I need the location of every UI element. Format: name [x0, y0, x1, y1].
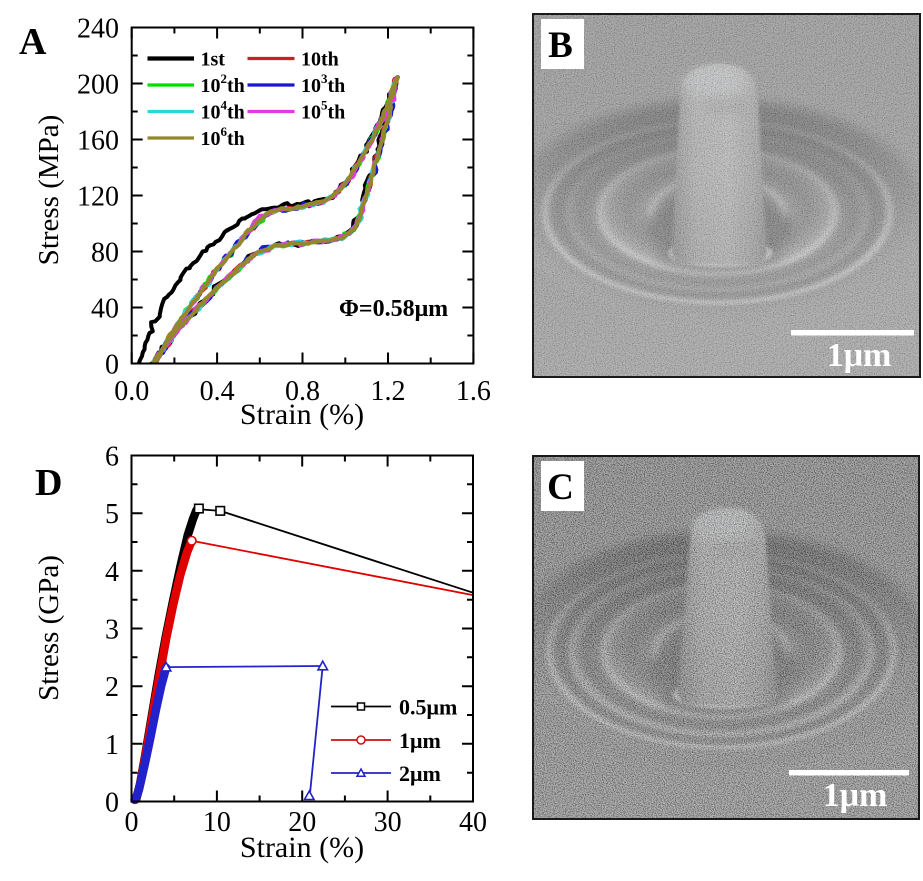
svg-text:1μm: 1μm: [399, 728, 441, 753]
svg-text:20: 20: [288, 807, 316, 838]
svg-text:2μm: 2μm: [399, 761, 441, 786]
svg-text:1st: 1st: [201, 49, 226, 71]
svg-text:40: 40: [91, 294, 119, 325]
svg-text:0: 0: [105, 788, 119, 819]
svg-text:105th: 105th: [301, 98, 345, 124]
svg-text:0.8: 0.8: [285, 376, 320, 407]
svg-text:0.5μm: 0.5μm: [399, 695, 457, 720]
svg-text:4: 4: [105, 557, 119, 588]
svg-text:200: 200: [77, 70, 119, 101]
svg-text:120: 120: [77, 182, 119, 213]
svg-text:Φ=0.58μm: Φ=0.58μm: [339, 296, 448, 322]
svg-text:0: 0: [125, 807, 139, 838]
svg-text:240: 240: [77, 14, 119, 45]
svg-text:104th: 104th: [201, 98, 245, 124]
svg-text:103th: 103th: [301, 71, 345, 97]
svg-text:Strain (%): Strain (%): [240, 831, 364, 864]
svg-text:2: 2: [105, 672, 119, 703]
svg-text:1.2: 1.2: [371, 376, 406, 407]
svg-text:Strain (%): Strain (%): [240, 398, 364, 431]
svg-text:Stress (MPa): Stress (MPa): [33, 115, 65, 266]
svg-text:0.0: 0.0: [114, 376, 149, 407]
svg-text:3: 3: [105, 615, 119, 646]
svg-text:1.6: 1.6: [456, 376, 491, 407]
svg-text:B: B: [548, 25, 573, 66]
svg-text:Stress (GPa): Stress (GPa): [33, 555, 65, 701]
svg-text:30: 30: [374, 807, 402, 838]
svg-text:10: 10: [203, 807, 231, 838]
svg-text:1μm: 1μm: [823, 777, 888, 814]
svg-text:10th: 10th: [301, 49, 339, 71]
svg-text:160: 160: [77, 126, 119, 157]
svg-text:5: 5: [105, 499, 119, 530]
svg-text:80: 80: [91, 238, 119, 269]
svg-text:C: C: [547, 467, 574, 508]
svg-text:0.4: 0.4: [200, 376, 235, 407]
svg-text:40: 40: [459, 807, 487, 838]
svg-text:1μm: 1μm: [827, 337, 892, 374]
svg-text:6: 6: [105, 442, 119, 473]
svg-text:0: 0: [105, 350, 119, 381]
svg-text:A: A: [19, 21, 47, 63]
svg-text:1: 1: [105, 730, 119, 761]
svg-text:D: D: [35, 462, 62, 504]
